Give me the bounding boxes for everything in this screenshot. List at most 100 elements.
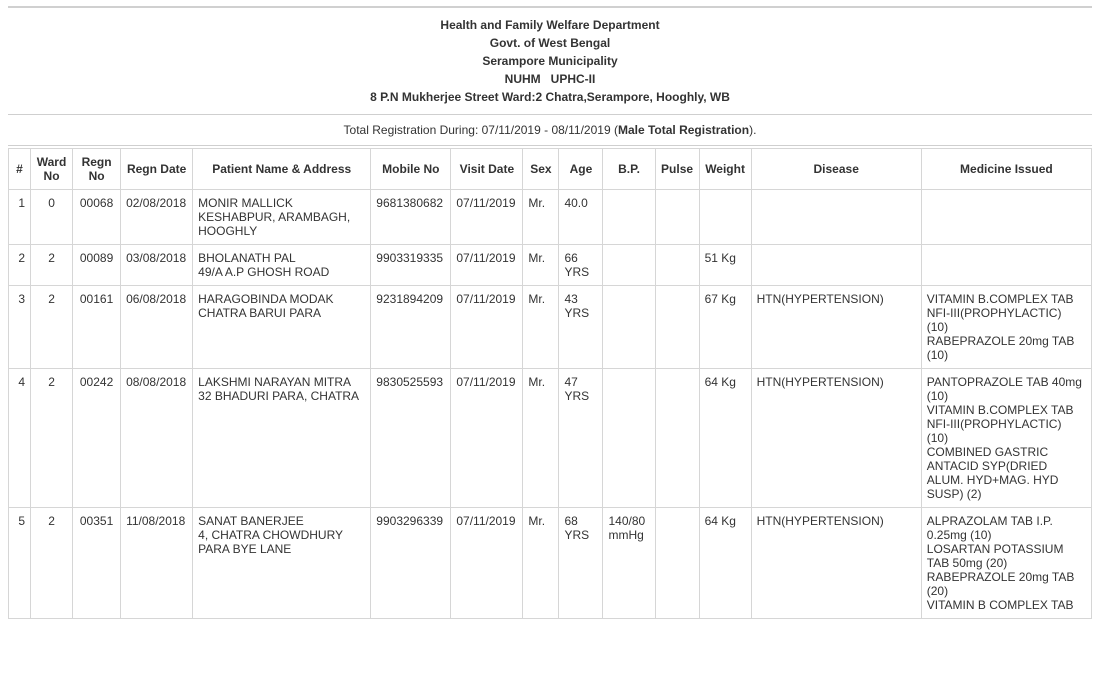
cell-patient-name: LAKSHMI NARAYAN MITRA32 BHADURI PARA, CH… [193,369,371,508]
cell-regn: 00161 [73,286,121,369]
cell-mobile: 9903319335 [371,245,451,286]
header-line-1: Health and Family Welfare Department [8,16,1092,34]
cell-sex: Mr. [523,245,559,286]
cell-ward: 2 [31,508,73,619]
col-header-weight: Weight [699,149,751,190]
table-row: 420024208/08/2018LAKSHMI NARAYAN MITRA32… [9,369,1092,508]
cell-pulse [655,190,699,245]
table-row: 520035111/08/2018SANAT BANERJEE4, CHATRA… [9,508,1092,619]
cell-age: 47 YRS [559,369,603,508]
cell-disease: HTN(HYPERTENSION) [751,286,921,369]
cell-patient-name: MONIR MALLICKKESHABPUR, ARAMBAGH, HOOGHL… [193,190,371,245]
col-header-medicine: Medicine Issued [921,149,1091,190]
cell-medicine [921,245,1091,286]
cell-bp [603,190,655,245]
cell-patient-name: SANAT BANERJEE4, CHATRA CHOWDHURY PARA B… [193,508,371,619]
cell-visit-date: 07/11/2019 [451,286,523,369]
report-frame: Health and Family Welfare Department Gov… [8,6,1092,619]
cell-sex: Mr. [523,369,559,508]
cell-regn-date: 11/08/2018 [121,508,193,619]
cell-pulse [655,286,699,369]
cell-visit-date: 07/11/2019 [451,508,523,619]
col-header-rdate: Regn Date [121,149,193,190]
cell-mobile: 9830525593 [371,369,451,508]
cell-weight: 64 Kg [699,508,751,619]
cell-patient-name: HARAGOBINDA MODAKCHATRA BARUI PARA [193,286,371,369]
cell-visit-date: 07/11/2019 [451,190,523,245]
divider-top [8,114,1092,115]
cell-sex: Mr. [523,286,559,369]
cell-idx: 3 [9,286,31,369]
cell-pulse [655,508,699,619]
cell-disease: HTN(HYPERTENSION) [751,369,921,508]
subheader-bold: Male Total Registration [618,123,749,137]
cell-bp [603,286,655,369]
table-row: 220008903/08/2018BHOLANATH PAL49/A A.P G… [9,245,1092,286]
cell-pulse [655,369,699,508]
cell-sex: Mr. [523,508,559,619]
col-header-regn: Regn No [73,149,121,190]
table-body: 100006802/08/2018MONIR MALLICKKESHABPUR,… [9,190,1092,619]
cell-idx: 1 [9,190,31,245]
cell-idx: 2 [9,245,31,286]
cell-weight: 51 Kg [699,245,751,286]
table-header-row: # Ward No Regn No Regn Date Patient Name… [9,149,1092,190]
registration-table: # Ward No Regn No Regn Date Patient Name… [8,148,1092,619]
divider-bottom [8,145,1092,146]
cell-mobile: 9681380682 [371,190,451,245]
col-header-bp: B.P. [603,149,655,190]
col-header-mobile: Mobile No [371,149,451,190]
cell-disease [751,190,921,245]
col-header-name: Patient Name & Address [193,149,371,190]
cell-ward: 2 [31,286,73,369]
subheader-suffix: ). [749,123,756,137]
cell-idx: 4 [9,369,31,508]
cell-ward: 2 [31,369,73,508]
cell-weight: 64 Kg [699,369,751,508]
report-header: Health and Family Welfare Department Gov… [8,8,1092,112]
cell-weight: 67 Kg [699,286,751,369]
report-subheader: Total Registration During: 07/11/2019 - … [8,117,1092,143]
cell-idx: 5 [9,508,31,619]
cell-regn-date: 03/08/2018 [121,245,193,286]
subheader-prefix: Total Registration During: 07/11/2019 - … [344,123,618,137]
header-line-5: 8 P.N Mukherjee Street Ward:2 Chatra,Ser… [8,88,1092,106]
header-line-4: NUHM UPHC-II [8,70,1092,88]
col-header-idx: # [9,149,31,190]
col-header-ward: Ward No [31,149,73,190]
col-header-age: Age [559,149,603,190]
cell-age: 40.0 [559,190,603,245]
col-header-pulse: Pulse [655,149,699,190]
cell-regn: 00242 [73,369,121,508]
cell-regn: 00068 [73,190,121,245]
cell-visit-date: 07/11/2019 [451,245,523,286]
header-line-2: Govt. of West Bengal [8,34,1092,52]
cell-medicine: ALPRAZOLAM TAB I.P. 0.25mg (10)LOSARTAN … [921,508,1091,619]
cell-medicine: VITAMIN B.COMPLEX TAB NFI-III(PROPHYLACT… [921,286,1091,369]
cell-regn: 00351 [73,508,121,619]
cell-mobile: 9231894209 [371,286,451,369]
cell-disease: HTN(HYPERTENSION) [751,508,921,619]
cell-ward: 2 [31,245,73,286]
cell-sex: Mr. [523,190,559,245]
cell-disease [751,245,921,286]
cell-regn: 00089 [73,245,121,286]
cell-ward: 0 [31,190,73,245]
cell-weight [699,190,751,245]
cell-age: 68 YRS [559,508,603,619]
cell-pulse [655,245,699,286]
cell-age: 66 YRS [559,245,603,286]
cell-patient-name: BHOLANATH PAL49/A A.P GHOSH ROAD [193,245,371,286]
col-header-vdate: Visit Date [451,149,523,190]
table-row: 320016106/08/2018HARAGOBINDA MODAKCHATRA… [9,286,1092,369]
cell-regn-date: 02/08/2018 [121,190,193,245]
cell-bp [603,245,655,286]
cell-bp: 140/80 mmHg [603,508,655,619]
col-header-disease: Disease [751,149,921,190]
cell-regn-date: 08/08/2018 [121,369,193,508]
cell-medicine: PANTOPRAZOLE TAB 40mg (10)VITAMIN B.COMP… [921,369,1091,508]
cell-mobile: 9903296339 [371,508,451,619]
table-row: 100006802/08/2018MONIR MALLICKKESHABPUR,… [9,190,1092,245]
cell-medicine [921,190,1091,245]
cell-regn-date: 06/08/2018 [121,286,193,369]
